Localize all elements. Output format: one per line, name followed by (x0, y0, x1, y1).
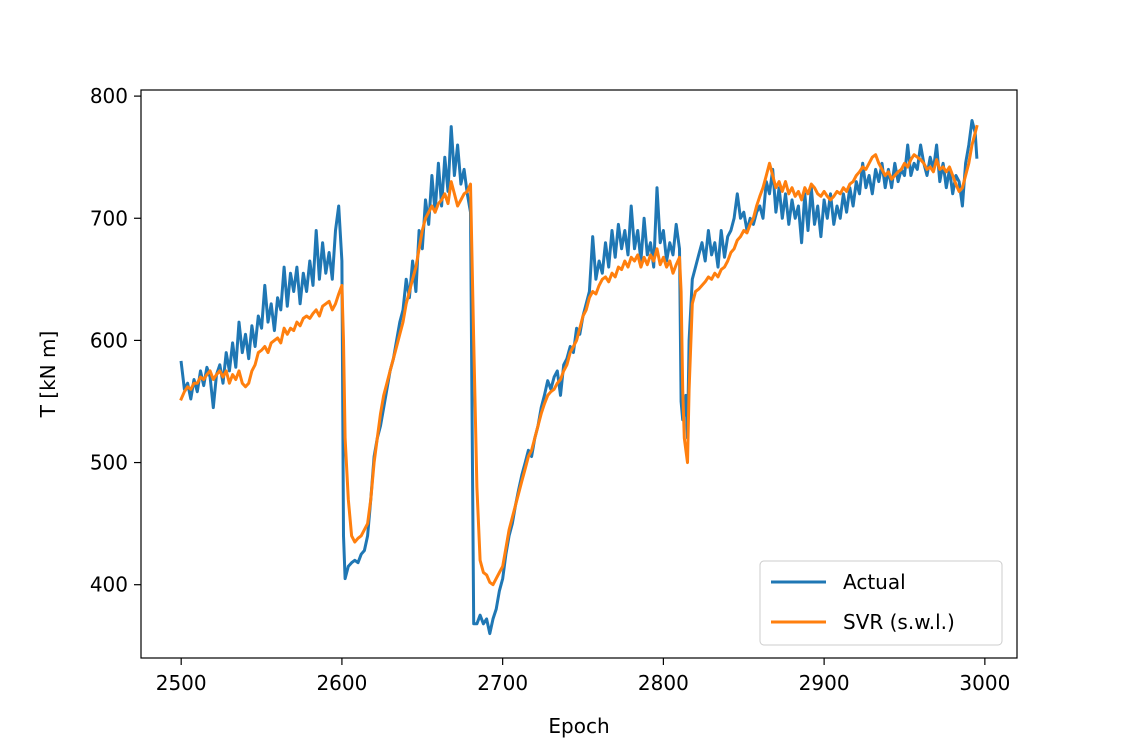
y-axis-label: T [kN m] (36, 331, 60, 419)
x-tick-label: 2800 (638, 671, 689, 695)
series-line-svr (179, 124, 979, 587)
x-tick-label: 2700 (477, 671, 528, 695)
y-tick-label: 500 (90, 451, 128, 475)
x-tick-label: 3000 (959, 671, 1010, 695)
y-tick-label: 400 (90, 573, 128, 597)
y-axis: 400 500 600 700 800 (90, 84, 141, 597)
x-axis: 2500 2600 2700 2800 2900 3000 (156, 658, 1010, 695)
legend-label-actual: Actual (843, 570, 906, 594)
x-tick-label: 2600 (316, 671, 367, 695)
legend: Actual SVR (s.w.l.) (759, 560, 1003, 646)
x-tick-label: 2500 (156, 671, 207, 695)
y-tick-label: 800 (90, 84, 128, 108)
x-tick-label: 2900 (799, 671, 850, 695)
plot-frame (140, 89, 1018, 659)
series-layer (179, 119, 979, 636)
legend-label-svr: SVR (s.w.l.) (843, 610, 955, 634)
x-axis-label: Epoch (548, 714, 609, 738)
y-tick-label: 600 (90, 328, 128, 352)
y-tick-label: 700 (90, 206, 128, 230)
